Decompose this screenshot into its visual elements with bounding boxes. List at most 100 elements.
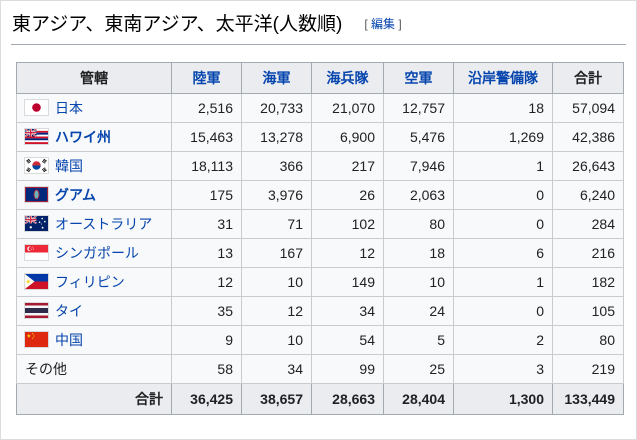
table-row-australia: オーストラリア 31 71 102 80 0 284	[16, 209, 624, 239]
column-header-army: 陸軍	[171, 62, 242, 94]
thailand-army-value: 35	[171, 296, 242, 326]
jurisdiction-cell-south-korea: 韓国	[16, 151, 172, 181]
hawaii-navy-value: 13,278	[241, 122, 312, 152]
philippines-flag-icon	[25, 274, 48, 289]
jurisdiction-link-philippines[interactable]: フィリピン	[55, 274, 125, 290]
australia-total-value: 284	[552, 209, 624, 239]
philippines-coast-guard-value: 1	[453, 267, 553, 297]
jurisdiction-link-australia[interactable]: オーストラリア	[55, 216, 153, 232]
hawaii-air-force-value: 5,476	[383, 122, 454, 152]
column-header-link-air-force[interactable]: 空軍	[404, 70, 433, 86]
military-personnel-table: 管轄 陸軍 海軍 海兵隊 空軍 沿岸警備隊 合計 日本 2,516 20,733 21,070 12…	[16, 62, 624, 415]
south-korea-air-force-value: 7,946	[383, 151, 454, 181]
thailand-navy-value: 12	[241, 296, 312, 326]
jurisdiction-cell-others: その他	[16, 354, 172, 384]
column-header-navy: 海軍	[241, 62, 312, 94]
thailand-air-force-value: 24	[383, 296, 454, 326]
table-row-thailand: タイ 35 12 34 24 0 105	[16, 296, 624, 326]
column-header-air-force: 空軍	[383, 62, 454, 94]
thailand-flag-icon	[25, 303, 48, 318]
table-row-hawaii: ハワイ州 15,463 13,278 6,900 5,476 1,269 42,386	[16, 122, 624, 152]
table-row-guam: グアム 175 3,976 26 2,063 0 6,240	[16, 180, 624, 210]
south-korea-navy-value: 366	[241, 151, 312, 181]
japan-flag-icon	[25, 100, 48, 115]
japan-marines-value: 21,070	[311, 93, 384, 123]
page-title: 東アジア、東南アジア、太平洋(人数順)	[12, 14, 343, 35]
jurisdiction-link-south-korea[interactable]: 韓国	[55, 158, 83, 174]
jurisdiction-cell-japan: 日本	[16, 93, 172, 123]
philippines-total-value: 182	[552, 267, 624, 297]
edit-link[interactable]: 編集	[371, 17, 396, 31]
others-coast-guard-value: 3	[453, 354, 553, 384]
australia-navy-value: 71	[241, 209, 312, 239]
table-row-south-korea: 韓国 18,113 366 217 7,946 1 26,643	[16, 151, 624, 181]
column-header-link-army[interactable]: 陸軍	[192, 70, 221, 86]
philippines-army-value: 12	[171, 267, 242, 297]
singapore-coast-guard-value: 6	[453, 238, 553, 268]
south-korea-total-value: 26,643	[552, 151, 624, 181]
jurisdiction-cell-philippines: フィリピン	[16, 267, 172, 297]
guam-marines-value: 26	[311, 180, 384, 210]
edit-bracket-open: [	[364, 17, 368, 31]
total-row-label: 合計	[16, 383, 172, 415]
jurisdiction-cell-hawaii: ハワイ州	[16, 122, 172, 152]
table-row-philippines: フィリピン 12 10 149 10 1 182	[16, 267, 624, 297]
hawaii-total-value: 42,386	[552, 122, 624, 152]
japan-total-value: 57,094	[552, 93, 624, 123]
jurisdiction-link-thailand[interactable]: タイ	[55, 303, 83, 319]
australia-flag-icon	[25, 216, 48, 231]
others-army-value: 58	[171, 354, 242, 384]
table-row-others: その他 58 34 99 25 3 219	[16, 354, 624, 384]
singapore-army-value: 13	[171, 238, 242, 268]
australia-marines-value: 102	[311, 209, 384, 239]
guam-coast-guard-value: 0	[453, 180, 553, 210]
singapore-air-force-value: 18	[383, 238, 454, 268]
hawaii-flag-icon	[25, 129, 48, 144]
thailand-coast-guard-value: 0	[453, 296, 553, 326]
japan-air-force-value: 12,757	[383, 93, 454, 123]
others-marines-value: 99	[311, 354, 384, 384]
table-row-singapore: シンガポール 13 167 12 18 6 216	[16, 238, 624, 268]
guam-flag-icon	[25, 187, 48, 202]
singapore-marines-value: 12	[311, 238, 384, 268]
jurisdiction-link-china[interactable]: 中国	[55, 332, 83, 348]
australia-army-value: 31	[171, 209, 242, 239]
guam-army-value: 175	[171, 180, 242, 210]
others-air-force-value: 25	[383, 354, 454, 384]
singapore-flag-icon	[25, 245, 48, 260]
jurisdiction-link-hawaii[interactable]: ハワイ州	[55, 129, 111, 145]
hawaii-coast-guard-value: 1,269	[453, 122, 553, 152]
japan-navy-value: 20,733	[241, 93, 312, 123]
jurisdiction-link-japan[interactable]: 日本	[55, 100, 83, 116]
column-header-link-marines[interactable]: 海兵隊	[326, 70, 369, 86]
column-header-link-coast-guard[interactable]: 沿岸警備隊	[468, 70, 538, 86]
column-header-marines: 海兵隊	[311, 62, 384, 94]
thailand-marines-value: 34	[311, 296, 384, 326]
total-army-value: 36,425	[171, 383, 242, 415]
column-header-link-navy[interactable]: 海軍	[262, 70, 291, 86]
philippines-marines-value: 149	[311, 267, 384, 297]
column-header-jurisdiction: 管轄	[16, 62, 172, 94]
south-korea-flag-icon	[25, 158, 48, 173]
china-army-value: 9	[171, 325, 242, 355]
japan-coast-guard-value: 18	[453, 93, 553, 123]
jurisdiction-link-guam[interactable]: グアム	[55, 187, 97, 203]
china-total-value: 80	[552, 325, 624, 355]
japan-army-value: 2,516	[171, 93, 242, 123]
hawaii-army-value: 15,463	[171, 122, 242, 152]
china-navy-value: 10	[241, 325, 312, 355]
total-air-force-value: 28,404	[383, 383, 454, 415]
header-row: 管轄 陸軍 海軍 海兵隊 空軍 沿岸警備隊 合計	[16, 62, 624, 94]
singapore-navy-value: 167	[241, 238, 312, 268]
singapore-total-value: 216	[552, 238, 624, 268]
hawaii-marines-value: 6,900	[311, 122, 384, 152]
table-row-japan: 日本 2,516 20,733 21,070 12,757 18 57,094	[16, 93, 624, 123]
table-row-china: 中国 9 10 54 5 2 80	[16, 325, 624, 355]
column-header-total: 合計	[552, 62, 624, 94]
jurisdiction-cell-thailand: タイ	[16, 296, 172, 326]
south-korea-army-value: 18,113	[171, 151, 242, 181]
china-flag-icon	[25, 332, 48, 347]
others-total-value: 219	[552, 354, 624, 384]
jurisdiction-cell-china: 中国	[16, 325, 172, 355]
jurisdiction-link-singapore[interactable]: シンガポール	[55, 245, 139, 261]
